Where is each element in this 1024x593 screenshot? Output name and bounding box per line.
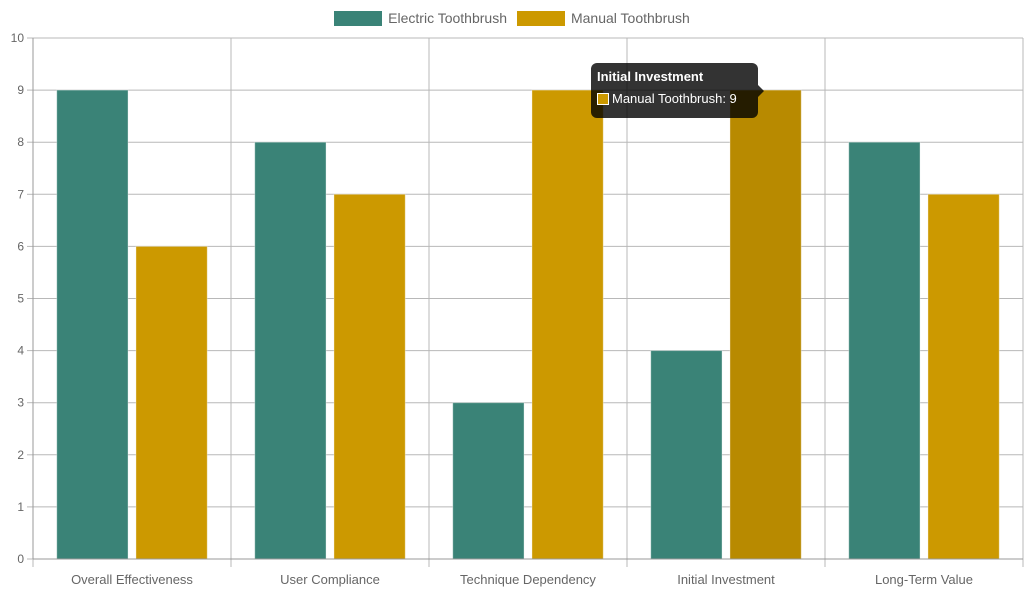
y-tick-label: 3 — [17, 396, 24, 410]
bar-electric-toothbrush[interactable] — [650, 350, 723, 560]
legend-item-electric[interactable]: Electric Toothbrush — [334, 10, 507, 26]
y-tick-label: 4 — [17, 344, 24, 358]
y-tick-label: 1 — [17, 500, 24, 514]
y-tick-label: 10 — [11, 31, 25, 45]
y-tick-label: 9 — [17, 83, 24, 97]
tooltip-value: Manual Toothbrush: 9 — [612, 91, 737, 106]
legend-swatch-manual — [516, 10, 565, 26]
bar-electric-toothbrush[interactable] — [848, 141, 921, 560]
y-tick-label: 8 — [17, 135, 24, 149]
legend-label-manual: Manual Toothbrush — [570, 10, 690, 26]
y-tick-label: 0 — [17, 552, 24, 566]
bar-electric-toothbrush[interactable] — [452, 402, 525, 560]
legend-swatch-electric — [334, 10, 383, 26]
bar-manual-toothbrush[interactable] — [135, 245, 208, 560]
bar-manual-toothbrush[interactable] — [927, 193, 1000, 560]
y-tick-label: 6 — [17, 239, 24, 253]
x-tick-label: Overall Effectiveness — [71, 572, 193, 587]
y-tick-label: 2 — [17, 448, 24, 462]
chart-legend: Electric Toothbrush Manual Toothbrush — [0, 8, 1024, 28]
legend-label-electric: Electric Toothbrush — [388, 10, 507, 26]
x-tick-label: User Compliance — [280, 572, 380, 587]
x-tick-label: Technique Dependency — [460, 572, 596, 587]
tooltip-swatch — [597, 93, 609, 105]
bar-manual-toothbrush[interactable] — [333, 193, 406, 560]
y-tick-label: 7 — [17, 187, 24, 201]
bar-electric-toothbrush[interactable] — [254, 141, 327, 560]
chart-tooltip: Initial Investment Manual Toothbrush: 9 — [591, 63, 764, 118]
x-tick-label: Initial Investment — [677, 572, 775, 587]
tooltip-title: Initial Investment — [597, 69, 704, 84]
legend-item-manual[interactable]: Manual Toothbrush — [516, 10, 690, 26]
tooltip-row: Manual Toothbrush: 9 — [597, 91, 752, 107]
bar-manual-toothbrush[interactable] — [531, 89, 604, 560]
bar-manual-toothbrush[interactable] — [729, 89, 802, 560]
x-tick-label: Long-Term Value — [875, 572, 973, 587]
y-tick-label: 5 — [17, 292, 24, 306]
bar-electric-toothbrush[interactable] — [56, 89, 129, 560]
